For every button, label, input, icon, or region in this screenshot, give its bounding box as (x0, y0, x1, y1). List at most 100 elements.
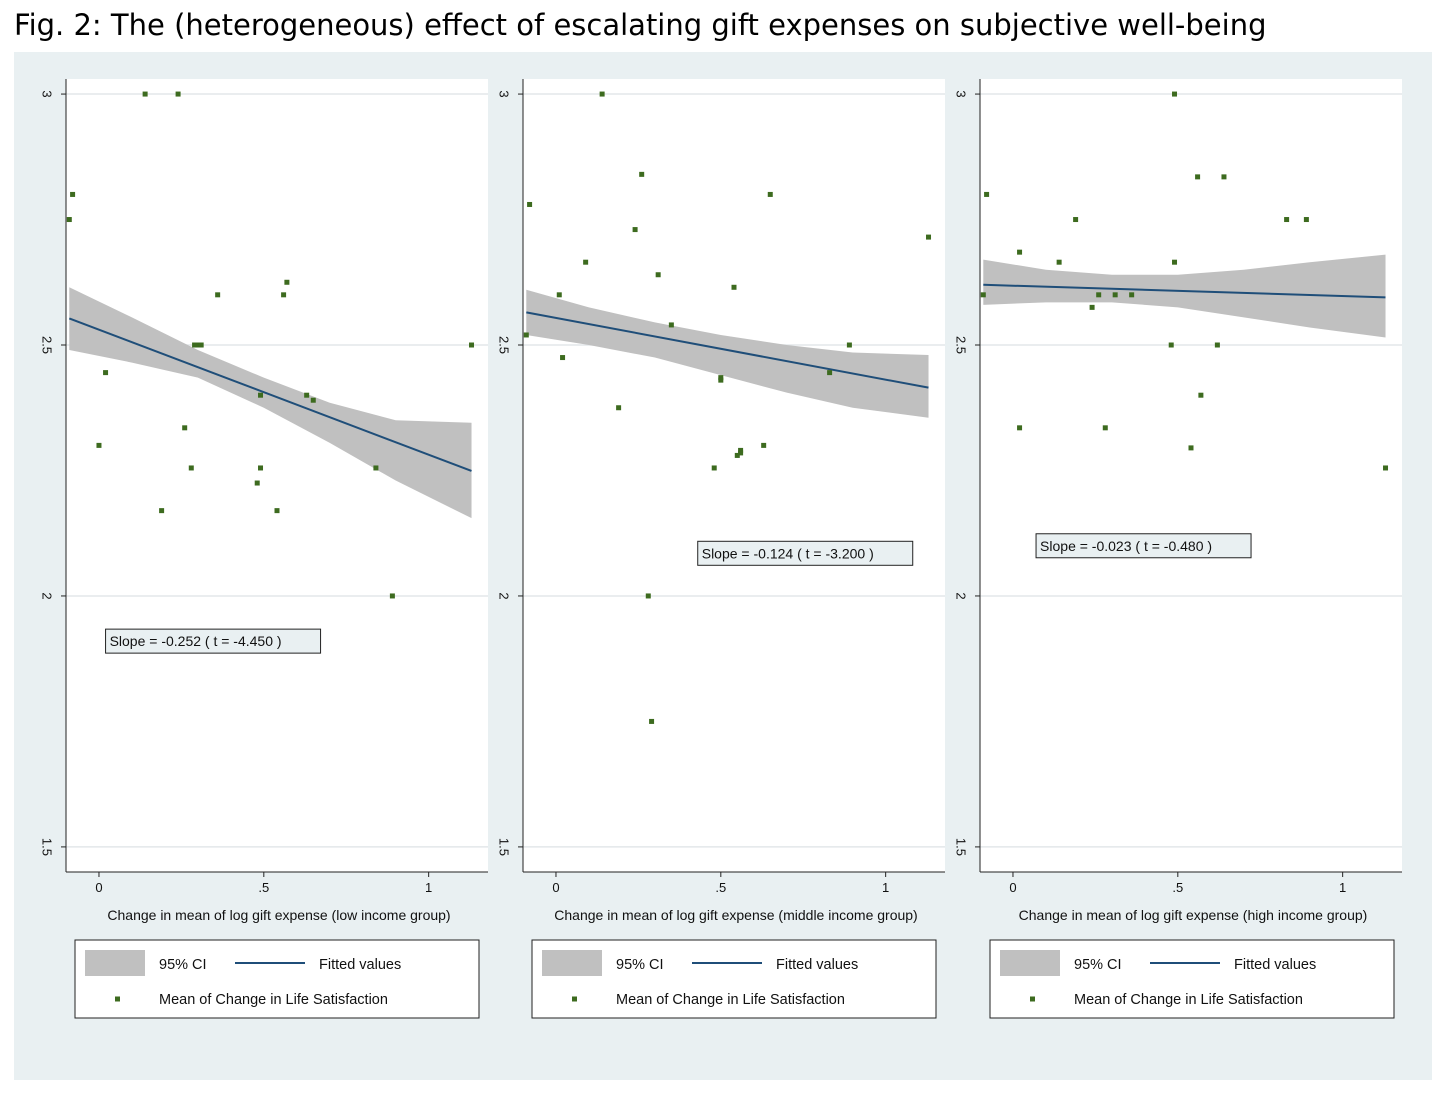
data-point (1102, 425, 1108, 431)
data-point (258, 465, 264, 471)
x-tick-label: 1 (882, 880, 889, 895)
y-tick-label: 2.5 (40, 336, 55, 354)
data-point (1195, 174, 1201, 180)
legend-fit-label: Fitted values (1234, 957, 1316, 973)
chart-panel-3: 1.5 2 2.5 3 0 .5 1 Change in mean of log gift e… (954, 79, 1402, 1019)
legend: 95% CI Fitted values Mean of Change in Lif… (74, 939, 480, 1019)
data-point (103, 370, 109, 376)
data-point (926, 234, 932, 240)
data-point (1056, 259, 1062, 265)
legend-ci-swatch (542, 950, 602, 976)
y-tick-label: 3 (40, 90, 55, 97)
data-point (66, 217, 72, 223)
legend-fit-label: Fitted values (319, 957, 401, 973)
data-point (1096, 292, 1102, 298)
legend-points-label: Mean of Change in Life Satisfaction (159, 992, 388, 1008)
data-point (1017, 425, 1023, 431)
y-tick-label: 1.5 (40, 838, 55, 856)
data-point (192, 342, 198, 348)
slope-annotation-box (697, 540, 914, 566)
slope-annotation-box (1035, 533, 1252, 559)
data-point (731, 284, 737, 290)
slope-annotation: Slope = -0.124 ( t = -3.200 ) (702, 545, 874, 561)
data-point (1221, 174, 1227, 180)
fitted-line (526, 311, 929, 389)
data-point (560, 355, 566, 361)
x-axis-title: Change in mean of log gift expense (low … (107, 907, 450, 923)
data-point (96, 442, 102, 448)
slope-annotation: Slope = -0.023 ( t = -0.480 ) (1040, 538, 1212, 554)
legend-point-swatch (115, 996, 120, 1002)
chart-panel-1: 1.5 2 2.5 3 0 .5 1 Change in mean of log gift e… (40, 79, 488, 1019)
data-point (980, 292, 986, 298)
legend-ci-swatch (85, 950, 145, 976)
data-point (761, 442, 767, 448)
data-point (1284, 217, 1290, 223)
data-point (1383, 465, 1389, 471)
data-point (284, 279, 290, 285)
data-point (711, 465, 717, 471)
data-point (556, 292, 562, 298)
data-point (1073, 217, 1079, 223)
x-tick-label: .5 (258, 880, 269, 895)
data-point (159, 508, 165, 514)
data-point (1129, 292, 1135, 298)
data-point (254, 480, 260, 486)
data-point (304, 392, 310, 398)
data-point (527, 201, 533, 207)
data-point (1198, 392, 1204, 398)
data-point (469, 342, 475, 348)
legend-points-label: Mean of Change in Life Satisfaction (1074, 992, 1303, 1008)
data-point (182, 425, 188, 431)
legend: 95% CI Fitted values Mean of Change in Lif… (989, 939, 1395, 1019)
data-point (281, 292, 287, 298)
data-point (718, 377, 724, 383)
y-tick-label: 2.5 (497, 336, 512, 354)
x-tick-label: 1 (425, 880, 432, 895)
x-tick-label: .5 (1172, 880, 1183, 895)
legend-points-label: Mean of Change in Life Satisfaction (616, 992, 845, 1008)
data-point (195, 342, 201, 348)
data-point (1168, 342, 1174, 348)
legend-point-swatch (572, 996, 577, 1002)
y-tick-label: 1.5 (497, 838, 512, 856)
y-tick-label: 3 (497, 90, 512, 97)
data-point (373, 465, 379, 471)
data-point (738, 447, 744, 453)
y-tick-label: 1.5 (954, 838, 969, 856)
plot-area (523, 79, 945, 872)
ci-band (526, 289, 929, 418)
data-point (645, 593, 651, 599)
x-axis-title: Change in mean of log gift expense (high… (1019, 907, 1368, 923)
data-point (215, 292, 221, 298)
x-axis-title: Change in mean of log gift expense (midd… (554, 907, 917, 923)
y-tick-label: 3 (954, 90, 969, 97)
data-point (198, 342, 204, 348)
legend-point-swatch (1030, 996, 1035, 1002)
data-point (258, 392, 264, 398)
data-point (274, 508, 280, 514)
data-point (668, 322, 674, 328)
fitted-line (68, 317, 472, 472)
data-point (616, 405, 622, 411)
legend-ci-label: 95% CI (616, 957, 664, 973)
x-tick-label: 0 (1009, 880, 1016, 895)
x-tick-label: 0 (95, 880, 102, 895)
data-point (1303, 217, 1309, 223)
data-point (188, 465, 194, 471)
data-point (1214, 342, 1220, 348)
figure-title: Fig. 2: The (heterogeneous) effect of es… (14, 8, 1267, 42)
data-point (1172, 259, 1178, 265)
y-tick-label: 2 (40, 592, 55, 599)
data-point (583, 259, 589, 265)
legend-ci-label: 95% CI (159, 957, 207, 973)
data-point (649, 718, 655, 724)
fitted-line (983, 283, 1386, 299)
legend-ci-swatch (1000, 950, 1060, 976)
data-point (984, 191, 990, 197)
data-point (523, 332, 529, 338)
data-point (175, 91, 181, 97)
data-point (389, 593, 395, 599)
data-point (1089, 304, 1095, 310)
data-point (734, 452, 740, 458)
